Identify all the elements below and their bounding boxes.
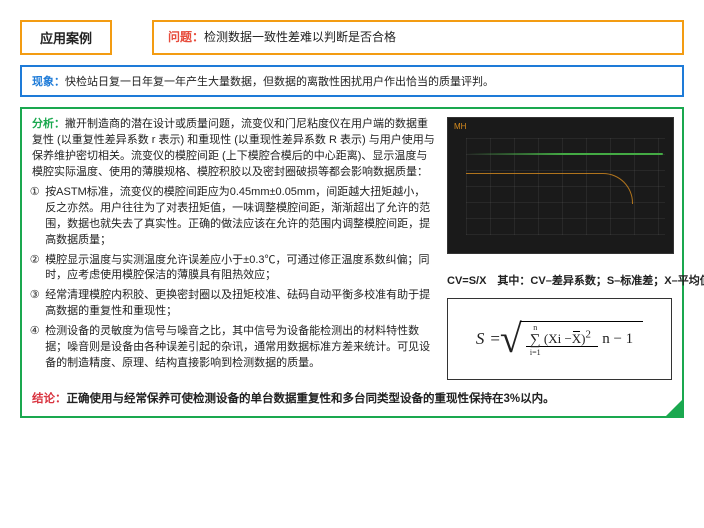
analysis-intro: 撇开制造商的潜在设计或质量问题，流变仪和门尼粘度仪在用户端的数据重复性 (以重复… xyxy=(32,118,435,178)
cv-definition: CV=S/X 其中：CV–差异系数；S–标准差；X–平均值 xyxy=(447,272,672,288)
point-3: ③经常清理模腔内积胶、更换密封圈以及扭矩校准、砝码自动平衡多校准有助于提高数据的… xyxy=(45,288,435,320)
analysis-left: 分析：撇开制造商的潜在设计或质量问题，流变仪和门尼粘度仪在用户端的数据重复性 (… xyxy=(32,117,435,380)
analysis-box: 分析：撇开制造商的潜在设计或质量问题，流变仪和门尼粘度仪在用户端的数据重复性 (… xyxy=(20,107,684,418)
point-4: ④检测设备的灵敏度为信号与噪音之比，其中信号为设备能检测出的材料特性数据；噪音则… xyxy=(45,324,435,372)
instrument-screenshot: MH xyxy=(447,117,674,254)
conclusion-text: 正确使用与经常保养可使检测设备的单台数据重复性和多台同类型设备的重现性保持在3%… xyxy=(67,393,555,405)
case-badge: 应用案例 xyxy=(20,20,112,55)
analysis-label: 分析： xyxy=(32,118,65,130)
problem-text: 检测数据一致性差难以判断是否合格 xyxy=(204,30,396,44)
problem-box: 问题：检测数据一致性差难以判断是否合格 xyxy=(152,20,684,55)
std-dev-formula: S = √ n ∑ i=1 (Xi −X)2 xyxy=(447,298,672,380)
conclusion: 结论：正确使用与经常保养可使检测设备的单台数据重复性和多台同类型设备的重现性保持… xyxy=(32,390,672,406)
phenomenon-box: 现象：快检站日复一日年复一年产生大量数据，但数据的离散性困扰用户作出恰当的质量评… xyxy=(20,65,684,97)
phenom-text: 快检站日复一日年复一年产生大量数据，但数据的离散性困扰用户作出恰当的质量评判。 xyxy=(65,76,494,88)
conclusion-label: 结论： xyxy=(32,393,67,405)
analysis-points: ①按ASTM标准，流变仪的模腔间距应为0.45mm±0.05mm，间距越大扭矩越… xyxy=(32,185,435,372)
analysis-right: MH CV=S/X 其中：CV–差异系数；S–标准差；X–平均值 S = √ n xyxy=(447,117,672,380)
phenom-label: 现象： xyxy=(32,76,65,88)
point-1: ①按ASTM标准，流变仪的模腔间距应为0.45mm±0.05mm，间距越大扭矩越… xyxy=(45,185,435,249)
problem-label: 问题： xyxy=(168,30,204,44)
corner-decoration xyxy=(664,398,684,418)
point-2: ②模腔显示温度与实测温度允许误差应小于±0.3℃，可通过修正温度系数纠偏；同时，… xyxy=(45,253,435,285)
